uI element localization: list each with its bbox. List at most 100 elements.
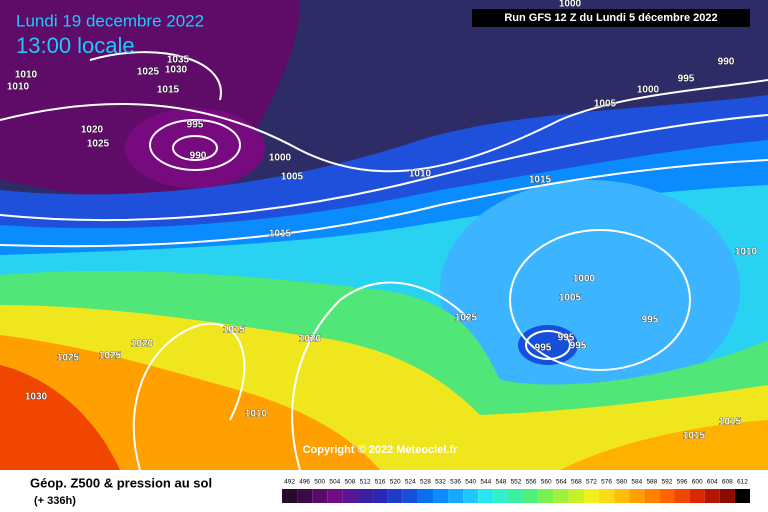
isobar-label: 1025 <box>455 313 478 324</box>
isobar-label: 1000 <box>637 85 660 96</box>
scale-label: 492 <box>284 479 295 486</box>
isobar-label: 1030 <box>165 65 188 76</box>
scale-swatch <box>448 489 464 503</box>
scale-swatch <box>463 489 479 503</box>
isobar-label: 1010 <box>735 247 758 258</box>
scale-swatch <box>372 489 388 503</box>
isobar-label: 1005 <box>559 293 582 304</box>
scale-label: 572 <box>586 479 597 486</box>
isobar-label: 995 <box>535 343 552 354</box>
isobar-label: 995 <box>187 120 204 131</box>
legend-title: Géop. Z500 & pression au sol <box>30 475 212 490</box>
isobar-label: 1010 <box>7 82 30 93</box>
isobar-label: 1000 <box>559 0 582 10</box>
scale-label: 548 <box>495 479 506 486</box>
scale-swatch <box>674 489 690 503</box>
scale-label: 588 <box>646 479 657 486</box>
scale-swatch <box>312 489 328 503</box>
date-label: Lundi 19 decembre 2022 <box>16 11 204 30</box>
scale-label: 608 <box>722 479 733 486</box>
scale-label: 604 <box>707 479 718 486</box>
isobar-label: 1005 <box>594 99 617 110</box>
isobar-label: 1025 <box>87 139 110 150</box>
scale-label: 536 <box>450 479 461 486</box>
scale-label: 552 <box>511 479 522 486</box>
scale-label: 612 <box>737 479 748 486</box>
background <box>0 0 768 470</box>
isobar-label: 990 <box>190 151 207 162</box>
scale-swatch <box>734 489 750 503</box>
time-label: 13:00 locale <box>16 33 135 58</box>
scale-swatch <box>402 489 418 503</box>
isobar-label: 1000 <box>269 153 292 164</box>
scale-swatch <box>327 489 343 503</box>
isobar-label: 1010 <box>245 409 268 420</box>
scale-swatch <box>508 489 524 503</box>
isobar-label: 1000 <box>573 274 596 285</box>
isobar-label: 1025 <box>137 67 160 78</box>
scale-label: 576 <box>601 479 612 486</box>
isobar-label: 995 <box>570 341 587 352</box>
scale-swatch <box>432 489 449 503</box>
isobar-label: 1015 <box>223 325 246 336</box>
scale-swatch <box>538 489 554 503</box>
scale-label: 524 <box>405 479 416 486</box>
scale-label: 532 <box>435 479 446 486</box>
scale-swatch <box>689 489 705 503</box>
scale-label: 556 <box>526 479 537 486</box>
isobar-label: 995 <box>678 74 695 85</box>
isobar-label: 1020 <box>81 125 104 136</box>
scale-label: 564 <box>556 479 567 486</box>
scale-label: 560 <box>541 479 552 486</box>
isobar-label: 1025 <box>57 353 80 364</box>
isobar-label: 1015 <box>529 175 552 186</box>
scale-label: 512 <box>360 479 371 486</box>
scale-swatch <box>719 489 735 503</box>
isobar-label: 990 <box>718 57 735 68</box>
scale-swatch <box>568 489 584 503</box>
scale-swatch <box>553 489 569 503</box>
scale-label: 568 <box>571 479 582 486</box>
scale-label: 508 <box>345 479 356 486</box>
isobar-label: 1020 <box>131 339 154 350</box>
isobar-label: 1010 <box>15 70 38 81</box>
isobar-label: 1010 <box>409 169 432 180</box>
isobar-labels: 1000103510301025101510101010102010259959… <box>7 0 758 442</box>
scale-swatch <box>659 489 675 503</box>
isobar-label: 1030 <box>25 392 48 403</box>
scale-label: 504 <box>329 479 340 486</box>
scale-swatch <box>599 489 615 503</box>
scale-label: 516 <box>375 479 386 486</box>
scale-swatch <box>644 489 660 503</box>
scale-swatch <box>629 489 645 503</box>
scale-swatch <box>493 489 509 503</box>
scale-label: 600 <box>692 479 703 486</box>
isobar-label: 995 <box>642 315 659 326</box>
scale-swatch <box>614 489 630 503</box>
scale-label: 544 <box>480 479 491 486</box>
isobar-label: 1035 <box>167 55 190 66</box>
scale-label: 584 <box>631 479 642 486</box>
color-scale: 492 496 500 504 508 512 516 520 524 528 532 536 540 5… <box>282 479 750 503</box>
run-label: Run GFS 12 Z du Lundi 5 décembre 2022 <box>504 12 717 24</box>
scale-label: 580 <box>616 479 627 486</box>
isobar-label: 1015 <box>683 431 706 442</box>
isobar-label: 1015 <box>719 417 742 428</box>
isobar-label: 1015 <box>157 85 180 96</box>
scale-swatch <box>282 489 298 503</box>
scale-swatch <box>357 489 373 503</box>
scale-swatch <box>387 489 403 503</box>
scale-label: 520 <box>390 479 401 486</box>
scale-swatch <box>342 489 358 503</box>
copyright: Copyright © 2022 Meteociel.fr <box>303 444 459 456</box>
scale-label: 596 <box>677 479 688 486</box>
isobar-label: 1005 <box>281 172 304 183</box>
isobar-label: 1025 <box>99 351 122 362</box>
run-box <box>472 9 750 27</box>
scale-swatch <box>297 489 313 503</box>
scale-label: 592 <box>662 479 673 486</box>
scale-label: 500 <box>314 479 325 486</box>
isobar-label: 1015 <box>269 229 292 240</box>
isobar-label: 995 <box>558 333 575 344</box>
